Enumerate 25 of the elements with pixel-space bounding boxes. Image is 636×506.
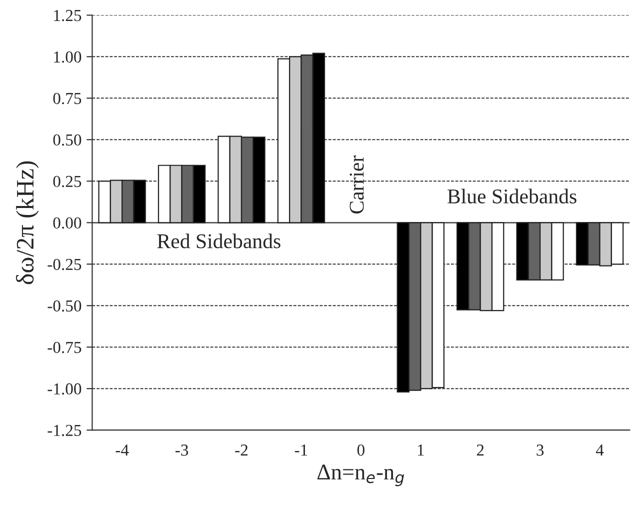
y-axis-title: δω/2π (kHz) <box>16 161 39 284</box>
y-tick-label: -0.25 <box>48 258 82 270</box>
y-tick-label: -0.75 <box>48 342 82 354</box>
y-tick-label: -1.00 <box>48 383 82 395</box>
y-tick-label: 0.75 <box>53 92 82 104</box>
annotation: Red Sidebands <box>157 234 280 248</box>
x-tick-label: 4 <box>596 444 604 456</box>
x-tick-label: -1 <box>294 444 308 456</box>
annotation: Blue Sidebands <box>448 188 576 204</box>
annotation: Carrier <box>350 156 364 214</box>
y-tick-label: 1.25 <box>54 10 82 22</box>
y-tick-label: 0.25 <box>53 176 82 188</box>
x-tick-label: -3 <box>175 444 188 456</box>
y-tick-label: -1.25 <box>48 424 82 436</box>
x-tick-label: 3 <box>536 444 544 456</box>
y-tick-label: -0.50 <box>48 300 82 312</box>
x-tick-label: -2 <box>235 444 248 456</box>
x-tick-label: 1 <box>418 444 424 456</box>
x-tick-label: 2 <box>476 444 484 456</box>
y-tick-label: 0.50 <box>53 134 82 146</box>
x-axis-title: Δn=n$_{e}$-n$_{g}$ <box>317 464 404 486</box>
x-tick-label: -4 <box>116 444 129 456</box>
y-tick-label: 0.00 <box>53 217 82 229</box>
x-tick-label: 0 <box>357 444 364 456</box>
y-tick-label: 1.00 <box>54 51 82 63</box>
